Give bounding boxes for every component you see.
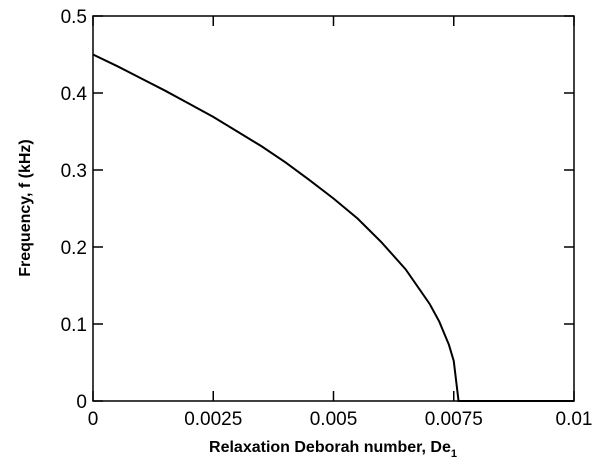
x-tick-label: 0.01 <box>556 409 593 430</box>
y-tick-label: 0.3 <box>61 161 87 182</box>
plot-frame <box>92 15 575 402</box>
y-tick-label: 0 <box>76 392 87 413</box>
x-axis-label-subscript: 1 <box>451 448 457 460</box>
y-tick-label: 0.2 <box>61 238 87 259</box>
x-tick-label: 0 <box>88 409 99 430</box>
y-tick-label: 0.4 <box>61 84 88 105</box>
y-tick-label: 0.5 <box>61 7 87 28</box>
y-axis-label: Frequency, f (kHz) <box>17 139 34 277</box>
x-tick-label: 0.0025 <box>184 409 242 430</box>
x-tick-label: 0.005 <box>310 409 358 430</box>
x-axis-label: Relaxation Deborah number, De1 <box>209 439 457 460</box>
x-tick-label: 0.0075 <box>425 409 483 430</box>
y-tick-label: 0.1 <box>61 315 87 336</box>
data-line <box>92 53 574 402</box>
x-axis-label-text: Relaxation Deborah number, De <box>209 439 451 456</box>
